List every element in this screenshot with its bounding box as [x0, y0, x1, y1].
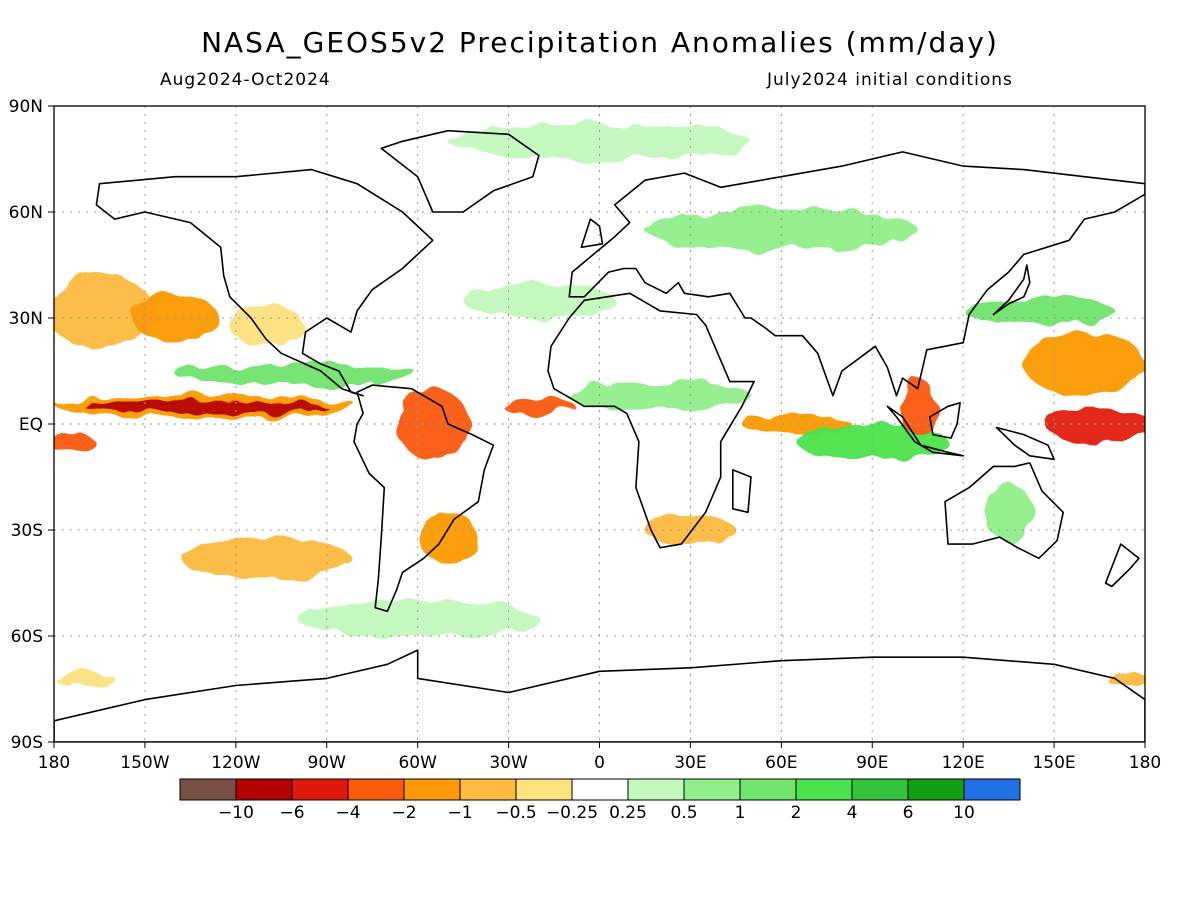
- coastline: [1104, 543, 1140, 588]
- coastline: [944, 462, 1064, 560]
- lon-tick-label: 180: [38, 753, 70, 773]
- colorbar-swatch: [179, 778, 237, 801]
- anomaly-patch: [796, 424, 949, 460]
- lon-tick-label: 150W: [120, 753, 169, 773]
- latitude-axis: 90N 60N 30N EQ 30S 60S 90S: [9, 97, 54, 753]
- initial-conditions: July2024 initial conditions: [767, 70, 1013, 90]
- anomaly-patch: [569, 381, 752, 410]
- lat-tick-label: 90N: [9, 97, 43, 117]
- lon-tick-label: 120W: [211, 753, 260, 773]
- colorbar-swatch: [627, 778, 685, 801]
- colorbar-swatch: [851, 778, 909, 801]
- lon-tick-label: 90E: [856, 753, 888, 773]
- colorbar: −10 −6 −4 −2 −1 −0.5 −0.25 0.25 0.5 1 2 4 6 10: [179, 778, 1021, 823]
- colorbar-label: −6: [279, 803, 304, 823]
- lon-tick-label: 60W: [398, 753, 437, 773]
- colorbar-label: −4: [335, 803, 360, 823]
- forecast-period: Aug2024-Oct2024: [160, 70, 331, 90]
- colorbar-swatch: [291, 778, 349, 801]
- lat-tick-label: 30S: [11, 521, 43, 541]
- lon-tick-label: 30W: [489, 753, 528, 773]
- colorbar-label: 10: [953, 803, 975, 823]
- lat-tick-label: EQ: [19, 415, 43, 435]
- colorbar-label: −0.25: [546, 803, 598, 823]
- coastline: [731, 469, 752, 514]
- coastline: [992, 264, 1031, 316]
- colorbar-swatch: [235, 778, 293, 801]
- coastline: [886, 405, 965, 457]
- coastline: [95, 168, 434, 397]
- coastlines: [54, 129, 1145, 742]
- anomaly-patch: [54, 671, 115, 686]
- anomaly-patch: [175, 363, 418, 386]
- coastline: [995, 426, 1055, 461]
- colorbar-label: 4: [847, 803, 858, 823]
- colorbar-label: 6: [903, 803, 914, 823]
- colorbar-swatch: [739, 778, 797, 801]
- anomaly-patch: [447, 123, 752, 159]
- anomaly-patch: [84, 400, 327, 412]
- colorbar-label: −0.5: [495, 803, 536, 823]
- coastline: [54, 649, 1145, 742]
- anomaly-patch: [1105, 671, 1145, 686]
- lat-tick-label: 90S: [11, 733, 43, 753]
- anomaly-patch: [644, 208, 918, 251]
- lon-tick-label: 30E: [674, 753, 706, 773]
- anomaly-patch: [1045, 406, 1145, 442]
- colorbar-label: 1: [735, 803, 746, 823]
- anomaly-patch: [984, 484, 1033, 541]
- coastline: [568, 151, 1145, 397]
- colorbar-label: 2: [791, 803, 802, 823]
- colorbar-label: −2: [391, 803, 416, 823]
- lon-tick-label: 180: [1129, 753, 1161, 773]
- graticule: [54, 106, 1145, 742]
- anomaly-patch: [963, 296, 1115, 326]
- colorbar-swatch: [515, 778, 573, 801]
- lat-tick-label: 60N: [9, 203, 43, 223]
- anomaly-patch: [54, 275, 154, 347]
- lon-tick-label: 60E: [765, 753, 797, 773]
- coastline: [547, 292, 755, 549]
- longitude-axis: 180 150W 120W 90W 60W 30W 0 30E 60E 90E 120E 150E 18…: [38, 742, 1161, 773]
- colorbar-swatch: [403, 778, 461, 801]
- colorbar-swatch: [907, 778, 965, 801]
- lon-tick-label: 0: [594, 753, 605, 773]
- colorbar-swatch: [683, 778, 741, 801]
- colorbar-swatch: [795, 778, 853, 801]
- anomaly-patch: [181, 537, 351, 580]
- lon-tick-label: 90W: [308, 753, 347, 773]
- colorbar-label: 0.5: [670, 803, 697, 823]
- coastline: [353, 384, 495, 613]
- colorbar-label: −10: [218, 803, 254, 823]
- anomaly-patch: [1023, 332, 1145, 396]
- coastline: [380, 129, 540, 213]
- lat-tick-label: 30N: [9, 309, 43, 329]
- coastline: [928, 401, 961, 439]
- colorbar-swatch: [571, 778, 629, 801]
- coastline: [580, 218, 604, 249]
- map-title: NASA_GEOS5v2 Precipitation Anomalies (mm…: [201, 26, 999, 59]
- colorbar-label: 0.25: [609, 803, 647, 823]
- anomaly-patch: [899, 378, 936, 435]
- lon-tick-label: 150E: [1032, 753, 1075, 773]
- colorbar-swatch: [347, 778, 405, 801]
- colorbar-swatch: [459, 778, 517, 801]
- anomaly-patch: [502, 399, 576, 414]
- colorbar-label: −1: [447, 803, 472, 823]
- colorbar-swatch: [963, 778, 1021, 801]
- lat-tick-label: 60S: [11, 627, 43, 647]
- lon-tick-label: 120E: [942, 753, 985, 773]
- anomaly-patch: [54, 431, 94, 453]
- anomaly-patch: [396, 388, 470, 460]
